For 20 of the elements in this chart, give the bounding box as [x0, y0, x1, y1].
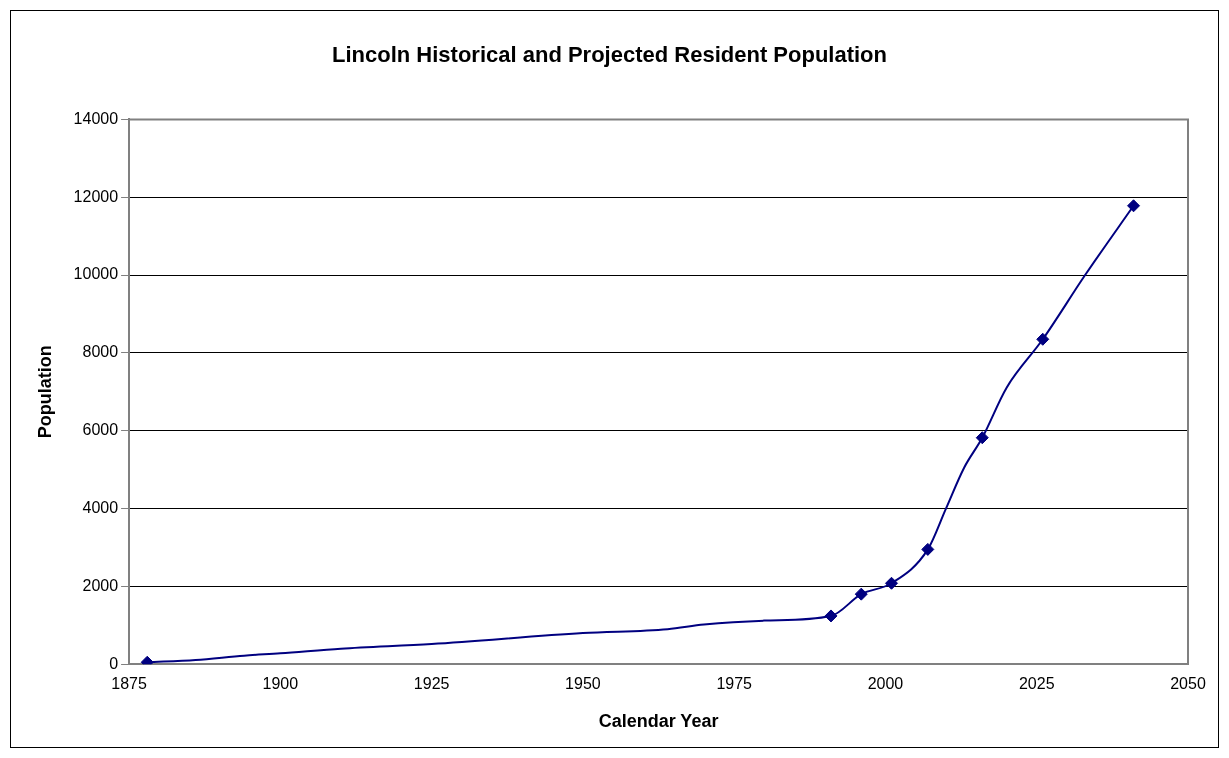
- x-tick-label: 1950: [565, 675, 601, 693]
- x-tick-label: 1900: [262, 675, 299, 693]
- x-tick-label: 1925: [413, 675, 450, 693]
- y-tick-label: 4000: [82, 498, 119, 516]
- y-tick-label: 8000: [82, 343, 119, 361]
- y-tick-label: 12000: [73, 187, 119, 205]
- x-tick-label: 1975: [716, 675, 753, 693]
- y-tick-label: 10000: [73, 265, 119, 283]
- x-tick-label: 2050: [1170, 675, 1206, 693]
- point: [1127, 199, 1141, 213]
- x-tick-label: 2025: [1018, 675, 1055, 693]
- x-tick-label: 1875: [111, 675, 147, 693]
- y-tick-label: 2000: [82, 576, 119, 594]
- chart-title: Lincoln Historical and Projected Resident Population: [332, 42, 887, 68]
- y-tick-label: 0: [109, 654, 119, 672]
- x-axis-title: Calendar Year: [598, 711, 719, 732]
- y-axis-title: Population: [34, 345, 55, 439]
- y-tick-label: 6000: [82, 421, 119, 439]
- x-tick-label: 2000: [867, 675, 904, 693]
- y-tick-label: 14000: [73, 109, 119, 127]
